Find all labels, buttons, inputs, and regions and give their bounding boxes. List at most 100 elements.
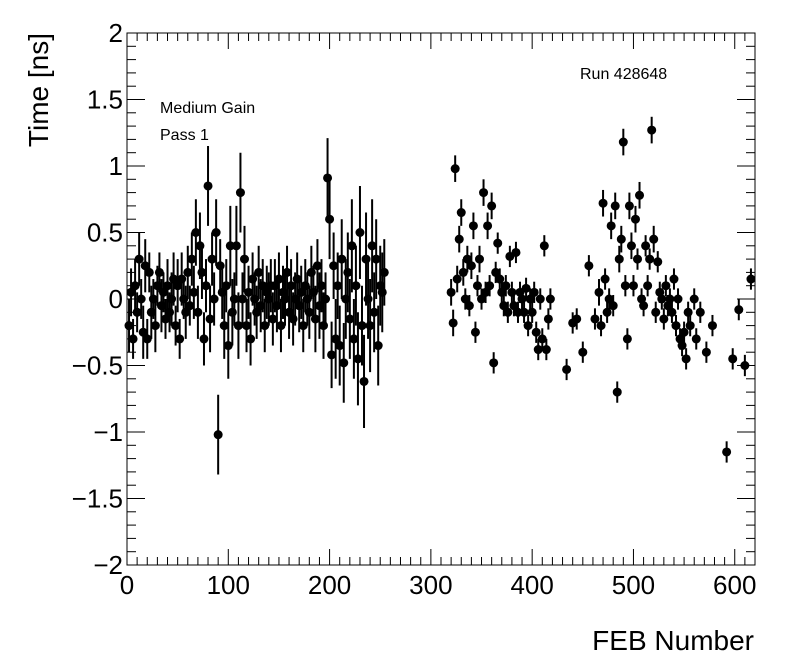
data-point <box>298 321 308 331</box>
data-point <box>647 125 657 135</box>
data-point <box>525 294 535 304</box>
data-point <box>657 294 667 304</box>
data-point <box>600 274 610 284</box>
data-point <box>215 261 225 271</box>
data-point <box>643 281 653 291</box>
data-point <box>618 137 628 147</box>
data-point <box>199 334 209 344</box>
data-point <box>649 234 659 244</box>
data-point <box>474 254 484 264</box>
data-point <box>231 241 241 251</box>
data-point <box>126 287 136 297</box>
data-point <box>479 188 489 198</box>
data-point <box>497 287 507 297</box>
data-point <box>316 281 326 291</box>
data-point <box>707 321 717 331</box>
data-point <box>584 261 594 271</box>
data-point <box>503 307 513 317</box>
data-point <box>460 294 470 304</box>
data-point <box>244 287 254 297</box>
data-point <box>527 307 537 317</box>
data-point <box>495 274 505 284</box>
data-point <box>359 376 369 386</box>
axis-tick-labels: 0 100 200 300 400 500 600 −2 −1.5 −1 −0.5 0 0.5 1 1.5 2 <box>72 18 757 600</box>
data-point <box>677 341 687 351</box>
data-point <box>327 350 337 360</box>
data-point <box>610 201 620 211</box>
data-point <box>349 334 359 344</box>
data-point <box>345 314 355 324</box>
x-tick-label: 200 <box>308 570 351 600</box>
data-point <box>630 214 640 224</box>
data-point <box>616 234 626 244</box>
data-point <box>454 234 464 244</box>
y-tick-label: −1 <box>93 417 123 447</box>
data-point <box>602 307 612 317</box>
data-point <box>246 334 256 344</box>
data-point <box>130 281 140 291</box>
data-point <box>481 287 491 297</box>
data-point <box>319 321 329 331</box>
data-point <box>361 254 371 264</box>
data-point <box>622 334 632 344</box>
data-point <box>468 221 478 231</box>
data-point <box>511 247 521 257</box>
x-tick-label: 300 <box>409 570 452 600</box>
data-point <box>685 321 695 331</box>
data-point <box>323 173 333 183</box>
data-point <box>260 321 270 331</box>
x-tick-label: 500 <box>612 570 655 600</box>
data-point <box>237 294 247 304</box>
data-point <box>254 267 264 277</box>
data-point <box>353 354 363 364</box>
data-point <box>661 281 671 291</box>
data-point <box>679 327 689 337</box>
data-point <box>626 241 636 251</box>
data-point <box>594 287 604 297</box>
data-point <box>470 327 480 337</box>
data-point <box>689 294 699 304</box>
data-point <box>171 321 181 331</box>
y-tick-label: −0.5 <box>72 351 123 381</box>
data-point <box>276 321 286 331</box>
data-point <box>142 334 152 344</box>
data-point <box>128 334 138 344</box>
data-point <box>239 254 249 264</box>
y-axis-title: Time [ns] <box>23 33 54 147</box>
data-point <box>335 341 345 351</box>
data-point <box>191 228 201 237</box>
data-point <box>373 341 383 351</box>
data-point <box>614 254 624 264</box>
x-tick-label: 400 <box>510 570 553 600</box>
data-point <box>329 261 339 271</box>
data-point <box>158 287 168 297</box>
data-point <box>483 221 493 231</box>
data-point <box>728 354 738 364</box>
data-point <box>288 314 298 324</box>
data-point <box>722 447 732 457</box>
data-point <box>138 327 148 337</box>
y-tick-label: 0 <box>109 284 123 314</box>
data-point <box>140 261 150 271</box>
data-point <box>134 254 144 264</box>
data-point <box>312 261 322 271</box>
data-point <box>456 208 466 218</box>
data-point <box>136 294 146 304</box>
data-point <box>355 228 365 237</box>
data-point <box>543 314 553 324</box>
data-point <box>452 274 462 284</box>
data-point <box>219 321 229 331</box>
data-point <box>132 307 142 317</box>
data-point <box>201 281 211 291</box>
data-point <box>207 254 217 264</box>
data-point <box>671 321 681 331</box>
y-tick-label: 2 <box>109 18 123 48</box>
data-point <box>531 327 541 337</box>
data-point <box>523 321 533 331</box>
data-point <box>195 241 205 251</box>
data-point <box>363 294 373 304</box>
data-point <box>464 301 474 311</box>
data-point <box>541 345 551 355</box>
data-point <box>227 307 237 317</box>
data-point <box>337 254 347 264</box>
